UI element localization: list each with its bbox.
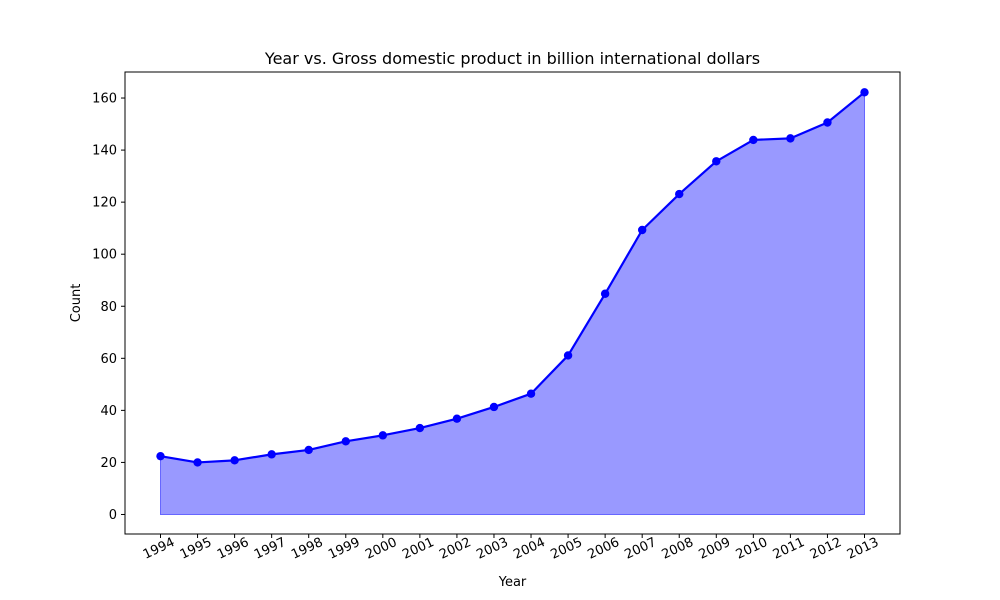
x-tick-label: 2009 <box>697 535 733 563</box>
x-axis-title: Year <box>498 575 527 590</box>
data-point-1996 <box>230 456 239 465</box>
data-point-2004 <box>526 389 536 398</box>
chart-title: Year vs. Gross domestic product in billi… <box>264 49 760 68</box>
data-point-2009 <box>712 157 721 166</box>
data-point-2013 <box>860 88 869 97</box>
y-tick-label: 140 <box>92 144 117 159</box>
x-tick-label: 1998 <box>289 535 325 563</box>
series-line <box>160 91 866 464</box>
data-point-2011 <box>786 134 795 143</box>
y-axis-title: Count <box>69 284 84 323</box>
y-axis: 0 20 40 60 80 100 120 140 160 <box>92 92 125 523</box>
y-tick-label: 40 <box>100 404 117 419</box>
y-tick-label: 160 <box>92 92 117 107</box>
x-tick-label: 2005 <box>548 535 584 563</box>
x-tick-label: 2011 <box>771 535 807 563</box>
data-point-2001 <box>415 423 425 433</box>
series-layer <box>156 88 869 515</box>
x-tick-label: 2007 <box>623 535 659 563</box>
area-fill <box>160 91 865 515</box>
x-tick-label: 2004 <box>511 535 547 563</box>
data-point-2012 <box>823 118 832 127</box>
x-tick-label: 1999 <box>326 535 362 563</box>
data-point-1997 <box>267 450 276 459</box>
data-point-2002 <box>452 414 462 423</box>
data-point-1995 <box>193 458 202 467</box>
x-tick-label: 2002 <box>437 535 473 563</box>
x-tick-label: 2012 <box>808 535 844 563</box>
x-tick-label: 2013 <box>845 535 881 563</box>
plot-area-frame <box>124 71 901 535</box>
x-tick-label: 2001 <box>400 535 436 563</box>
x-tick-label: 2008 <box>660 535 696 563</box>
data-point-1998 <box>304 445 313 455</box>
data-point-2010 <box>749 135 758 145</box>
x-tick-label: 2003 <box>474 535 510 563</box>
data-point-1999 <box>341 437 350 446</box>
x-tick-label: 2010 <box>734 535 770 563</box>
y-tick-label: 100 <box>92 248 117 263</box>
data-point-2007 <box>637 225 647 235</box>
x-tick-label: 2006 <box>585 535 621 563</box>
x-axis: 1994 1995 1996 1997 1998 1999 2000 2001 2002 2003… <box>141 534 881 563</box>
data-point-2006 <box>600 289 610 298</box>
x-tick-label: 1997 <box>252 535 288 563</box>
y-tick-label: 20 <box>100 456 117 471</box>
data-point-2003 <box>489 402 499 412</box>
x-tick-label: 2000 <box>363 535 399 563</box>
data-point-2005 <box>563 351 573 360</box>
data-point-1994 <box>156 451 165 461</box>
x-tick-label: 1994 <box>141 535 177 563</box>
data-point-2008 <box>675 189 684 199</box>
y-tick-label: 80 <box>100 300 117 315</box>
x-tick-label: 1995 <box>178 535 214 563</box>
y-tick-label: 120 <box>92 196 117 211</box>
y-tick-label: 0 <box>109 508 117 523</box>
data-point-2000 <box>378 431 388 440</box>
x-tick-label: 1996 <box>215 535 251 563</box>
y-tick-label: 60 <box>100 352 117 367</box>
